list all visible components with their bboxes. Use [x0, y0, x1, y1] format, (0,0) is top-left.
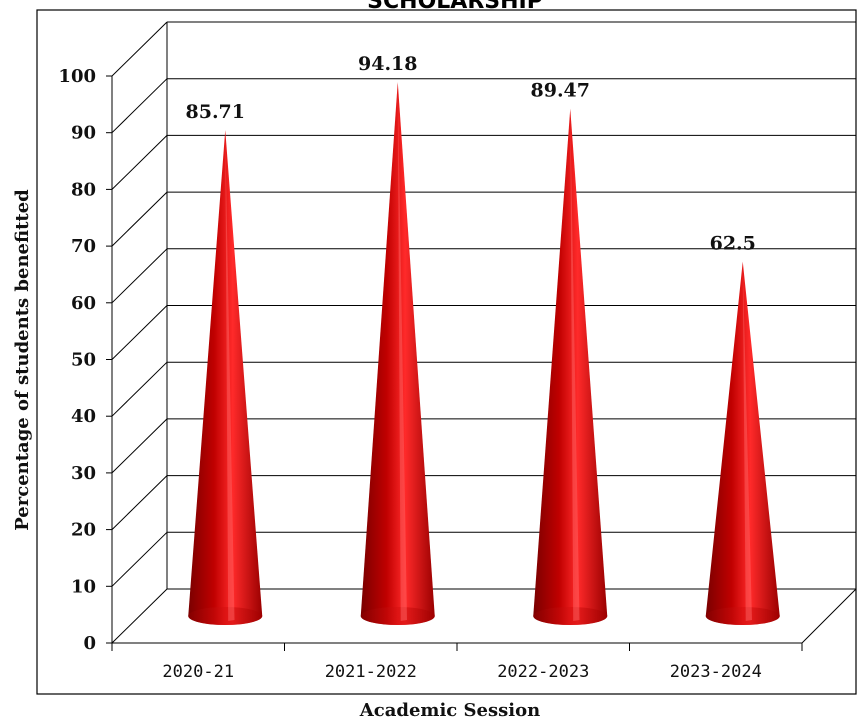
chart-title: SCHOLARSHIP — [367, 0, 543, 14]
y-tick-label: 90 — [71, 123, 96, 144]
cone-bar — [360, 81, 435, 626]
gridline-side — [111, 531, 168, 587]
gridline-side — [111, 361, 168, 417]
cone-base — [533, 607, 608, 625]
bar-series — [188, 81, 780, 626]
gridline-side — [111, 248, 168, 304]
gridline-side — [111, 78, 168, 134]
floor-right-edge — [801, 588, 857, 644]
gridline-side — [111, 21, 168, 77]
gridline-side — [111, 305, 168, 360]
cone-body — [188, 130, 263, 626]
x-axis-title: Academic Session — [359, 700, 540, 720]
y-tick-label: 0 — [83, 633, 96, 654]
y-tick-label: 20 — [71, 520, 96, 541]
cone-base — [360, 607, 435, 625]
cone-highlight — [570, 114, 580, 621]
gridline-side — [111, 191, 168, 247]
x-tick-label: 2021-2022 — [325, 662, 417, 682]
cone-highlight — [225, 136, 235, 622]
y-tick-label: 30 — [71, 463, 96, 484]
cone-body — [360, 81, 435, 626]
gridline-side — [111, 418, 168, 474]
gridline-side — [111, 135, 168, 190]
cone-bar — [533, 108, 608, 626]
cone-body — [533, 108, 608, 626]
y-tick-label: 70 — [71, 236, 96, 257]
data-label: 94.18 — [358, 53, 418, 75]
gridline-side — [111, 588, 168, 644]
x-tick-labels: 2020-21 2021-2022 2022-2023 2023-2024 — [162, 662, 761, 682]
y-tick-label: 50 — [71, 350, 96, 371]
data-labels: 85.71 94.18 89.47 62.5 — [186, 53, 756, 255]
gridline-side — [111, 475, 168, 530]
x-tick-label: 2022-2023 — [497, 662, 589, 682]
data-label: 62.5 — [710, 233, 756, 255]
data-label: 89.47 — [531, 80, 591, 102]
chart-frame — [36, 9, 857, 695]
cone-bar — [188, 130, 263, 626]
y-tick-label: 100 — [58, 66, 96, 87]
cone-highlight — [742, 267, 752, 621]
x-tick-label: 2023-2024 — [670, 662, 762, 682]
y-tick-label: 60 — [71, 293, 96, 314]
x-tick-label: 2020-21 — [162, 662, 234, 682]
cone-base — [188, 607, 263, 625]
cone-base — [705, 607, 780, 625]
y-tick-label: 40 — [71, 406, 96, 427]
data-label: 85.71 — [186, 101, 246, 123]
cone-highlight — [397, 87, 407, 622]
cone-bar — [705, 261, 780, 625]
y-tick-labels: 0 10 20 30 40 50 60 70 80 90 100 — [58, 66, 96, 654]
cone-body — [705, 261, 780, 625]
y-tick-label: 10 — [71, 576, 96, 597]
y-axis-title: Percentage of students benefitted — [12, 189, 33, 531]
y-tick-label: 80 — [71, 179, 96, 200]
